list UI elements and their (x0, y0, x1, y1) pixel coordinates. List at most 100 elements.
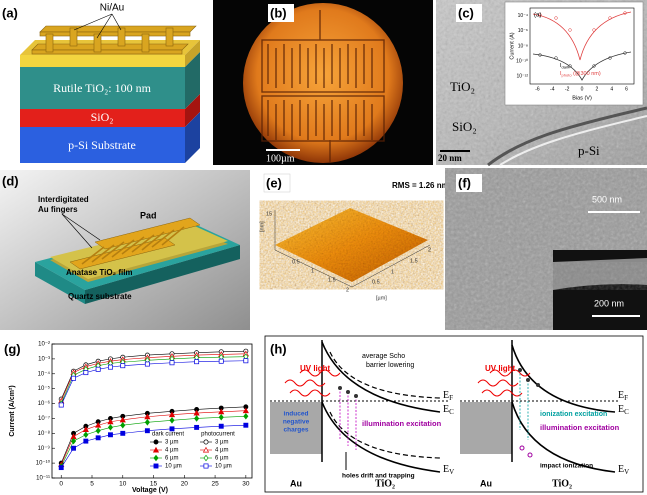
marker (168, 411, 176, 418)
semiconductor-label: TiO₂ (552, 478, 572, 489)
inset-part-part (568, 28, 572, 32)
inset-y-tick: 10⁻⁸ (518, 43, 528, 49)
panel-h-part-part (346, 390, 350, 394)
x-tick-label: 10 (119, 481, 127, 488)
marker (193, 409, 200, 416)
marker (243, 412, 249, 420)
panel-c-part (487, 106, 647, 167)
metal-label: Au (290, 478, 302, 488)
axis-tick: 1 (311, 268, 314, 274)
panel-label: (e) (266, 175, 282, 190)
substrate-label: Quartz substrate (68, 292, 132, 301)
marker (202, 446, 210, 453)
legend-label: 10 µm (165, 464, 182, 470)
inset-part-part (538, 53, 542, 57)
panel-label: (f) (458, 175, 471, 190)
subscript: photo (562, 73, 573, 78)
marker (169, 360, 175, 366)
panel-h-part (519, 370, 529, 440)
marker (95, 421, 102, 428)
marker (58, 465, 64, 471)
marker (153, 463, 159, 469)
panel-label: (h) (270, 341, 287, 356)
panel-b-part (243, 3, 403, 163)
panel-b-part-part (261, 95, 385, 142)
marker (194, 424, 200, 430)
excitation-label: illumination excitation (362, 419, 442, 428)
symbol: E (618, 404, 624, 415)
symbol: E (443, 390, 449, 401)
panel-h-part-part (489, 369, 531, 377)
region-label: p-Si (578, 143, 600, 158)
panel-h-part (284, 369, 341, 397)
panel-h-part-part (526, 378, 530, 382)
metal-label: Au (480, 478, 492, 488)
band-label: EF (618, 390, 628, 401)
barrier-label: average Scho (362, 353, 405, 360)
marker (58, 402, 64, 408)
panel-a-part-part (69, 27, 78, 47)
scale-bar-label: 200 nm (594, 298, 624, 308)
marker (218, 413, 224, 421)
panel-e-part (263, 173, 291, 193)
band-label: EV (443, 464, 454, 475)
symbol: E (443, 404, 449, 415)
axis-tick: 1.5 (410, 258, 418, 264)
impact-label: impact ionization (540, 463, 593, 470)
subscript: V (624, 468, 629, 476)
panel-d-part (81, 226, 185, 265)
axis-unit: [nm] (259, 221, 265, 232)
inset-y-tick: 10⁻⁶ (518, 28, 528, 34)
marker (153, 454, 159, 462)
legend-label: 4 µm (215, 448, 228, 454)
legend-label: 3 µm (215, 440, 228, 446)
inset-part-part (608, 16, 612, 20)
inset-part (538, 51, 627, 68)
inset-x-tick: 6 (625, 86, 628, 92)
marker (83, 431, 89, 439)
panel-h-part (321, 341, 441, 413)
inset-part (504, 1, 644, 106)
axis-tick: 15 (266, 211, 272, 217)
legend-title: photocurrent (201, 432, 235, 438)
panel-h-part-part (477, 379, 519, 387)
pad-label: Pad (140, 210, 157, 220)
inset-x-tick: -6 (535, 86, 540, 92)
panel-d-part-part (61, 213, 101, 241)
inset-y-label: Current (A) (509, 32, 515, 59)
panel-h-part (339, 388, 357, 450)
panel-d-part-part (151, 229, 175, 248)
inset-x-tick: 2 (595, 86, 598, 92)
panel-h-part (519, 445, 533, 458)
panel-d-part (61, 213, 101, 249)
layer-label: p-Si Substrate (68, 138, 136, 152)
panel-a-part (185, 52, 200, 109)
marker (243, 422, 249, 428)
panel-h-part-part (354, 394, 358, 398)
uv-label: UV light (485, 364, 516, 373)
marker (120, 421, 126, 429)
subscript: dark (562, 65, 570, 70)
panel-h-part (477, 369, 531, 397)
marker (194, 359, 200, 365)
panel-label: (c) (458, 5, 474, 20)
scale-bar-label: 500 nm (592, 194, 622, 204)
panel-h-part (518, 368, 540, 387)
panel-a-part (31, 25, 197, 55)
y-tick-label: 10⁻⁹ (38, 445, 51, 452)
panel-label: (b) (270, 5, 287, 20)
panel-h-part (270, 402, 322, 454)
panel-f-part (456, 174, 482, 192)
symbol: E (618, 390, 624, 401)
marker (203, 463, 209, 469)
charges-label: charges (284, 427, 309, 434)
subscript: C (449, 408, 454, 416)
panel-a-part-part (96, 13, 113, 39)
panel-g: (g) Voltage (V) Current (A/cm²) 10⁻² 10⁻³… (2, 340, 253, 494)
panel-h-part-part (527, 452, 533, 458)
symbol: I (560, 63, 562, 69)
symbol: I (560, 71, 562, 77)
film-label: Anatase TiO₂ film (66, 268, 133, 277)
layer-label: SiO₂ (91, 110, 114, 124)
panel-h-part-part (481, 389, 523, 397)
